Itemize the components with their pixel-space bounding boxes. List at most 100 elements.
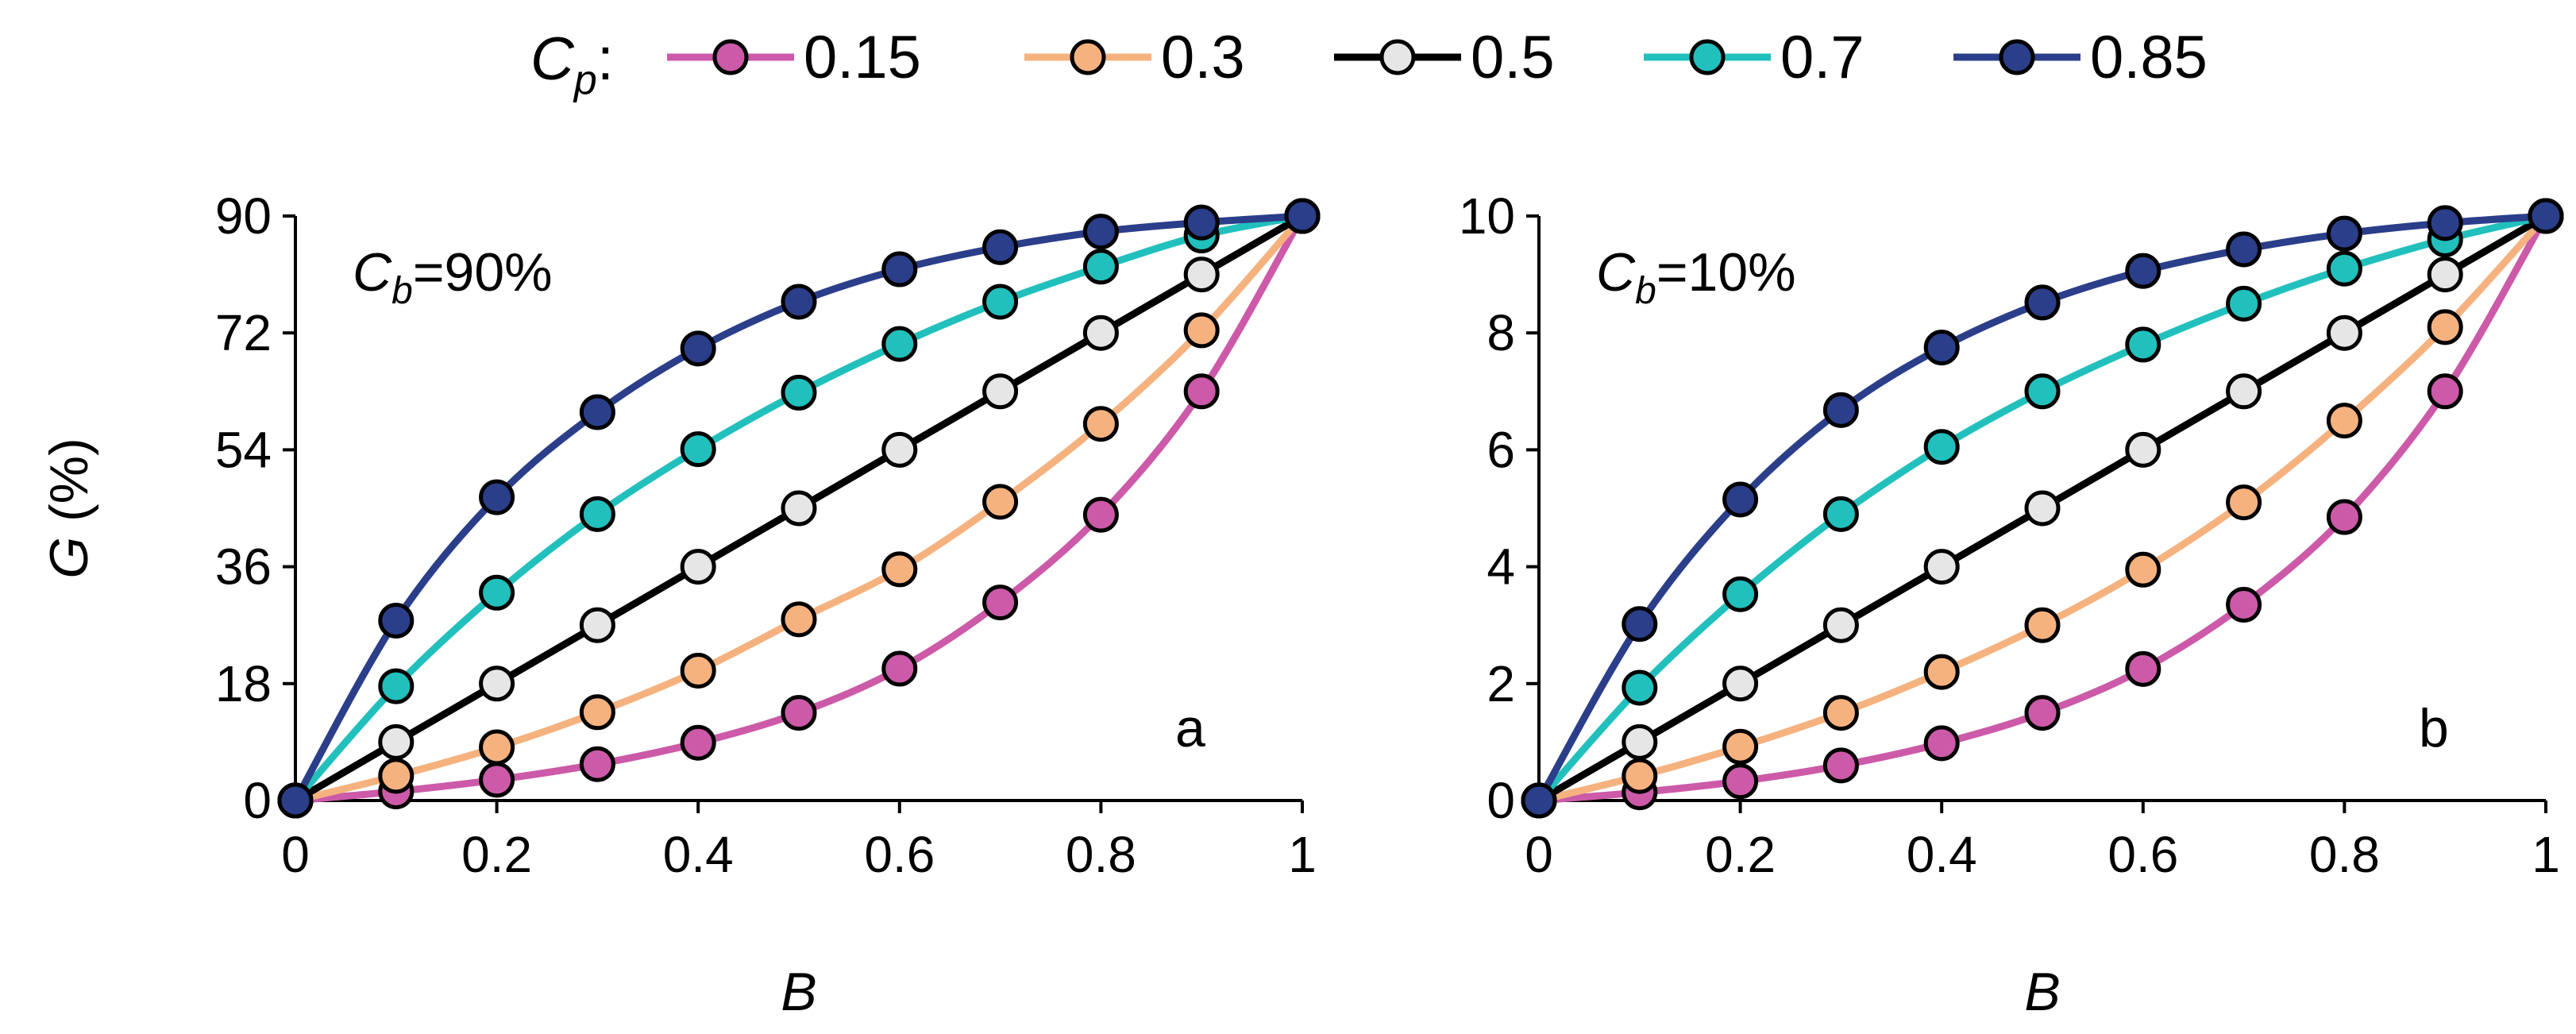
- data-point: [579, 394, 615, 430]
- data-point: [781, 490, 817, 527]
- data-point: [1923, 330, 1960, 366]
- data-point: [2125, 650, 2161, 687]
- x-tick-label: 0.4: [1907, 826, 1977, 883]
- legend-entry-0p3: 0.3: [1024, 24, 1245, 91]
- legend-marker-0p5: [1379, 39, 1416, 75]
- x-tick-label: 0: [281, 826, 310, 883]
- series-line-0p15: [295, 214, 1305, 804]
- data-point: [982, 229, 1019, 265]
- series-line-0p3: [1537, 213, 2549, 804]
- data-point: [680, 431, 716, 468]
- y-tick-label: 8: [1487, 304, 1515, 361]
- data-point: [1722, 763, 1759, 800]
- data-point: [1722, 481, 1759, 518]
- data-point: [1082, 214, 1119, 250]
- data-point: [680, 724, 716, 761]
- data-point: [982, 284, 1019, 320]
- x-tick-label: 0.8: [2309, 826, 2380, 883]
- data-point: [1722, 728, 1759, 765]
- y-tick-label: 72: [215, 304, 272, 361]
- legend-entry-0p7: 0.7: [1644, 24, 1865, 91]
- data-point: [479, 762, 515, 798]
- data-point: [2226, 373, 2262, 410]
- legend-entry-0p85: 0.85: [1953, 24, 2208, 91]
- y-tick-label: 10: [1459, 187, 1515, 245]
- x-tick-label: 1: [1288, 826, 1317, 883]
- x-tick-label: 0.4: [663, 826, 734, 883]
- data-point: [982, 585, 1019, 621]
- legend-entry-0p5: 0.5: [1334, 24, 1555, 91]
- data-point: [1822, 607, 1859, 643]
- data-point: [2528, 198, 2564, 234]
- series-0p85: [1521, 198, 2564, 819]
- data-point: [579, 607, 615, 643]
- y-tick-label: 18: [215, 655, 272, 712]
- series-line-0p7: [1536, 212, 2547, 803]
- data-point: [479, 666, 515, 702]
- data-point: [479, 479, 515, 515]
- data-point: [781, 601, 817, 638]
- y-tick-label: 6: [1487, 421, 1515, 478]
- y-tick-label: 0: [243, 772, 272, 829]
- y-tick-label: 4: [1487, 538, 1515, 596]
- data-point: [2427, 257, 2463, 293]
- series-0p85: [277, 198, 1321, 819]
- legend: Cp: 0.15 0.3 0.5 0.7 0.85: [530, 24, 2208, 103]
- data-point: [1082, 496, 1119, 533]
- x-tick-label: 1: [2532, 826, 2560, 883]
- data-point: [1622, 723, 1658, 760]
- data-point: [1822, 747, 1859, 784]
- data-point: [2024, 284, 2061, 321]
- data-point: [881, 551, 918, 588]
- data-point: [1284, 198, 1321, 234]
- panel-a: 0 18 36 54 72 90 0 0.2 0.4 0.6 0.8 1 B G (%) Cb=90% a: [39, 187, 1321, 1022]
- data-point: [982, 484, 1019, 520]
- panel-label: a: [1175, 698, 1205, 758]
- data-point: [1622, 669, 1658, 706]
- y-tick-label: 2: [1487, 655, 1515, 712]
- x-axis-label: B: [2024, 962, 2060, 1022]
- data-point: [1822, 496, 1859, 532]
- data-point: [2326, 215, 2362, 252]
- data-point: [680, 652, 716, 689]
- data-point: [2326, 499, 2362, 535]
- data-point: [579, 496, 615, 532]
- data-point: [680, 330, 716, 367]
- panel-label: b: [2419, 698, 2449, 758]
- x-tick-label: 0.8: [1066, 826, 1136, 883]
- data-point: [579, 746, 615, 782]
- data-point: [680, 549, 716, 585]
- data-point: [1722, 666, 1759, 702]
- data-point: [1622, 758, 1658, 794]
- data-point: [881, 326, 918, 362]
- data-point: [982, 373, 1019, 410]
- legend-marker-0p15: [712, 39, 749, 75]
- panel-b: 0 2 4 6 8 10 0 0.2 0.4 0.6 0.8 1 B Cb=10% b: [1459, 187, 2564, 1022]
- data-point: [781, 284, 817, 320]
- y-tick-label: 90: [215, 187, 272, 245]
- x-tick-label: 0: [1525, 826, 1553, 883]
- data-point: [881, 251, 918, 287]
- data-point: [1622, 606, 1658, 642]
- x-tick-label: 0.6: [2107, 826, 2178, 883]
- data-point: [378, 758, 415, 794]
- data-point: [2024, 490, 2061, 527]
- data-point: [1923, 725, 1960, 762]
- y-tick-label: 36: [215, 538, 272, 596]
- data-point: [1923, 549, 1960, 585]
- data-point: [1183, 312, 1220, 349]
- data-point: [2226, 285, 2262, 322]
- x-tick-label: 0.2: [1705, 826, 1776, 883]
- data-point: [2427, 309, 2463, 345]
- data-point: [2326, 403, 2362, 439]
- data-point: [781, 374, 817, 411]
- data-point: [2125, 253, 2161, 289]
- data-point: [378, 668, 415, 704]
- data-point: [1822, 392, 1859, 428]
- legend-label-0p15: 0.15: [804, 24, 921, 91]
- data-point: [1082, 249, 1119, 285]
- data-point: [2024, 695, 2061, 731]
- x-tick-label: 0.2: [461, 826, 532, 883]
